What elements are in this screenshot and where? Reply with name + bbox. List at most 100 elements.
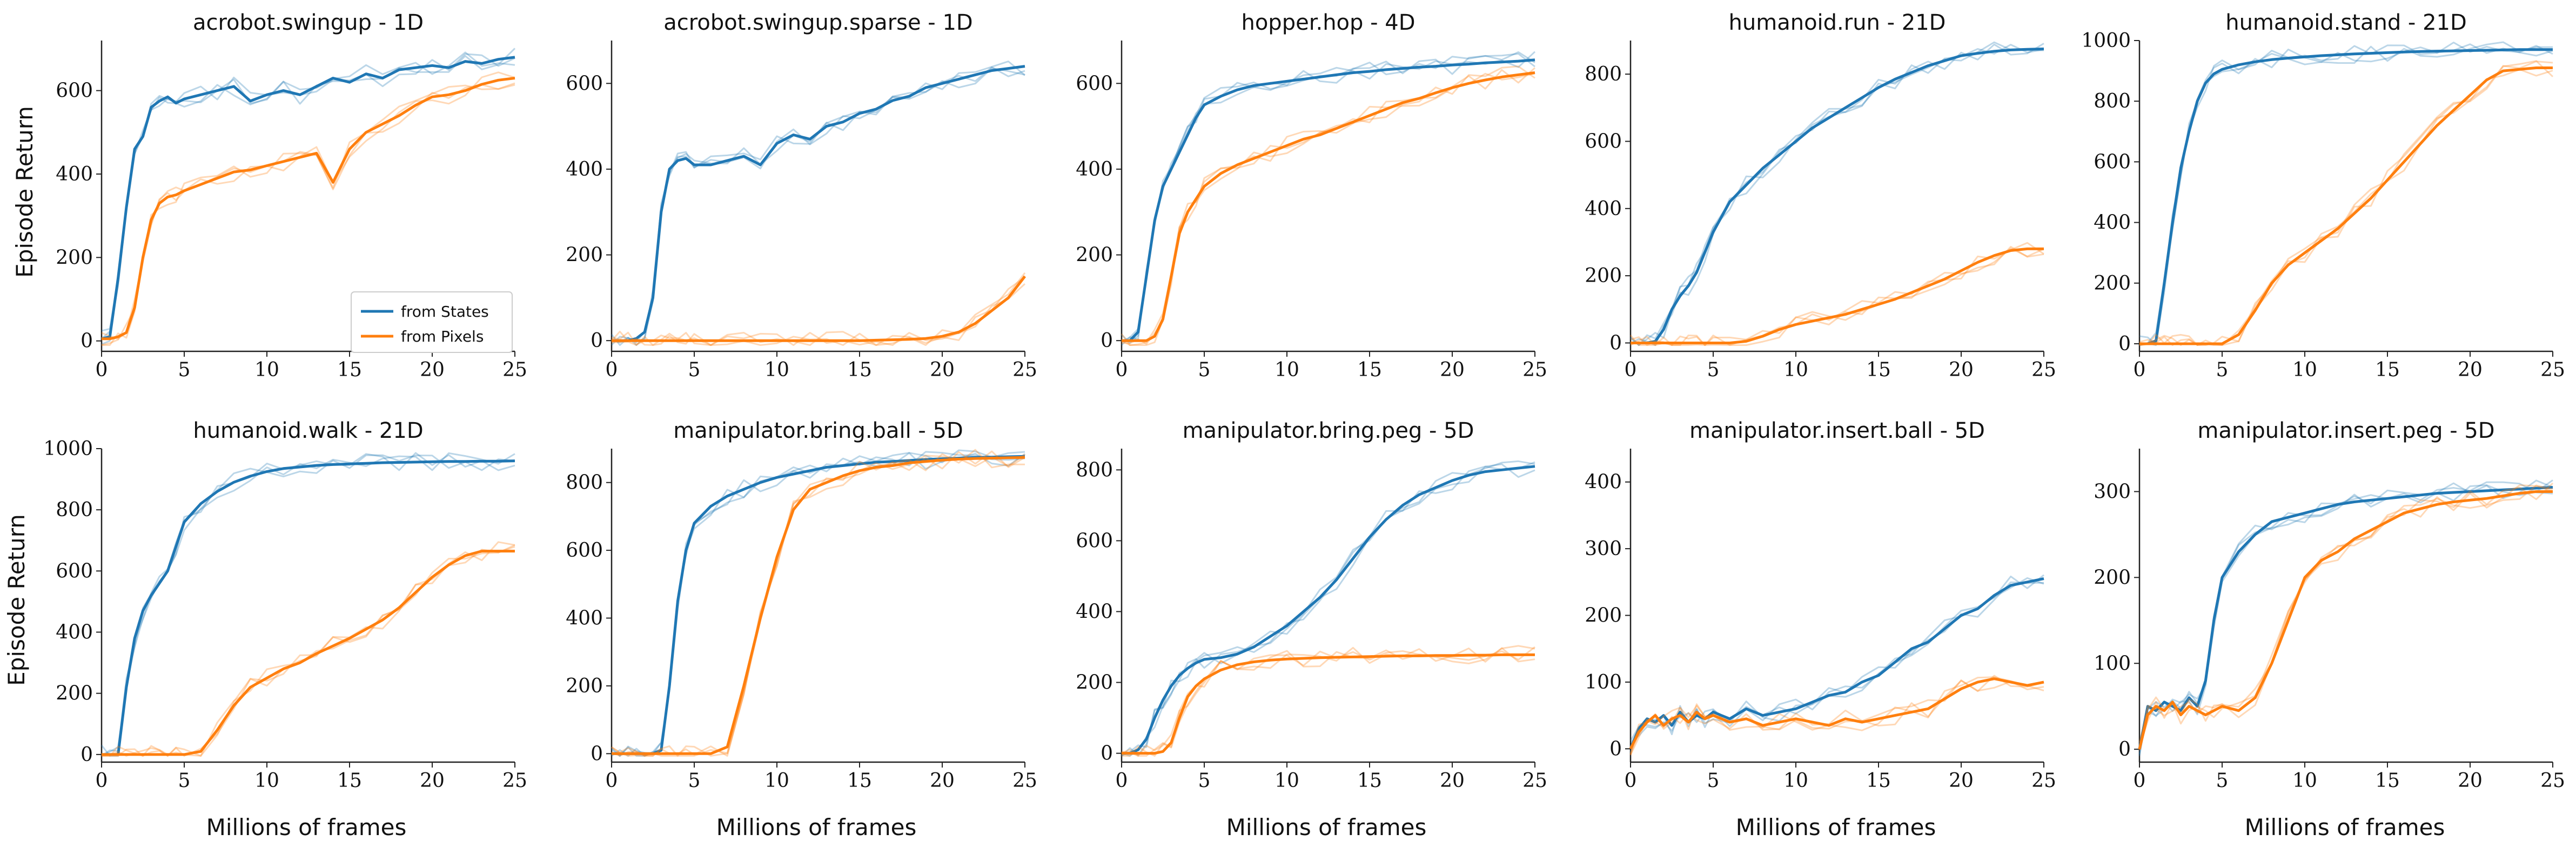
x-tick-label: 15 [1866, 770, 1891, 792]
y-tick-label: 0 [2118, 333, 2131, 355]
y-tick-label: 300 [2094, 481, 2131, 503]
seed-line-pixels [1121, 65, 1535, 346]
y-tick-label: 800 [56, 499, 93, 521]
x-tick-label: 15 [1866, 359, 1891, 381]
x-axis-label-col2: Millions of frames [716, 814, 917, 841]
x-tick-label: 0 [1625, 359, 1637, 381]
y-tick-label: 400 [56, 622, 93, 644]
panel-10: manipulator.insert.peg - 5D 0 5 10 15 20 25 0 10… [2094, 418, 2565, 792]
mean-line-states [101, 56, 515, 341]
y-tick-label: 800 [1076, 459, 1113, 481]
x-tick-label: 0 [96, 770, 108, 792]
x-axis-label-col4: Millions of frames [1736, 814, 1936, 841]
panels-group: acrobot.swingup - 1D0 5 10 15 20 250200400600… [43, 10, 2565, 792]
panel-title: acrobot.swingup - 1D [193, 10, 424, 35]
y-tick-label: 400 [566, 158, 603, 181]
seed-line-states [1629, 43, 2044, 346]
panel-1: acrobot.swingup - 1D 0 5 10 15 20 25 0 200 400 600 [56, 10, 527, 381]
seed-line-pixels [101, 545, 515, 757]
seed-line-states [2139, 41, 2553, 346]
x-tick-label: 15 [847, 359, 872, 381]
x-tick-label: 25 [2540, 359, 2565, 381]
y-tick-label: 200 [1076, 244, 1113, 266]
y-tick-label: 1000 [43, 438, 93, 460]
seed-line-pixels [1629, 675, 2044, 756]
seed-line-pixels [102, 541, 515, 757]
x-tick-label: 0 [2134, 770, 2146, 792]
y-tick-label: 400 [1076, 158, 1113, 181]
seed-line-pixels [1629, 676, 2044, 756]
seed-line-pixels [2138, 484, 2553, 751]
x-tick-label: 0 [606, 770, 618, 792]
x-tick-label: 10 [1783, 359, 1808, 381]
x-tick-label: 10 [1274, 770, 1299, 792]
seed-line-pixels [2139, 69, 2553, 346]
y-tick-label: 600 [1076, 72, 1113, 95]
y-tick-label: 0 [2118, 738, 2131, 761]
seed-line-states [1121, 51, 1536, 344]
y-tick-label: 0 [1101, 330, 1113, 352]
x-tick-label: 20 [420, 770, 445, 792]
y-tick-label: 400 [1076, 601, 1113, 623]
y-tick-label: 200 [566, 244, 603, 266]
x-tick-label: 10 [1783, 770, 1808, 792]
seed-line-pixels [2138, 484, 2553, 748]
y-tick-label: 0 [591, 330, 603, 352]
mean-line-states [2139, 48, 2553, 345]
seed-line-states [611, 67, 1025, 346]
seed-line-states [101, 452, 515, 757]
seed-line-pixels [1630, 245, 2044, 346]
seed-line-states [611, 451, 1025, 757]
seed-line-states [611, 61, 1025, 346]
y-tick-label: 600 [1076, 530, 1113, 552]
mean-line-pixels [612, 456, 1025, 755]
x-tick-label: 5 [2216, 770, 2229, 792]
y-tick-label: 800 [1585, 63, 1622, 85]
panel-title: acrobot.swingup.sparse - 1D [663, 10, 972, 35]
panel-title: manipulator.bring.ball - 5D [673, 418, 963, 443]
y-tick-label: 600 [566, 72, 603, 95]
seed-line-states [1121, 463, 1535, 757]
mean-line-pixels [102, 550, 515, 756]
y-tick-label: 0 [81, 330, 93, 352]
seed-line-states [1121, 460, 1535, 757]
x-tick-label: 15 [337, 359, 362, 381]
y-tick-label: 200 [56, 246, 93, 269]
x-tick-label: 5 [178, 359, 191, 381]
y-tick-label: 0 [1101, 743, 1113, 765]
x-tick-label: 5 [1707, 359, 1720, 381]
mean-line-states [2138, 486, 2553, 750]
legend-label-pixels: from Pixels [401, 328, 484, 345]
x-tick-label: 5 [688, 770, 701, 792]
x-tick-label: 10 [764, 359, 789, 381]
x-tick-label: 20 [930, 770, 955, 792]
x-tick-label: 20 [2458, 359, 2483, 381]
mean-line-states [1629, 577, 2044, 750]
x-tick-label: 15 [2375, 770, 2400, 792]
seed-line-pixels [1121, 67, 1536, 346]
seed-line-states [1121, 51, 1535, 343]
seed-line-pixels [1630, 242, 2044, 346]
panel-3: hopper.hop - 4D 0 5 10 15 20 25 0 200 400 600 [1076, 10, 1547, 381]
y-tick-label: 600 [2094, 151, 2131, 173]
panel-2: acrobot.swingup.sparse - 1D 0 5 10 15 20 25 0 20… [566, 10, 1037, 381]
x-axis-label-col1: Millions of frames [206, 814, 407, 841]
panel-title: humanoid.run - 21D [1729, 10, 1946, 35]
y-tick-label: 200 [1585, 605, 1622, 627]
seed-line-pixels [2138, 482, 2554, 743]
x-tick-label: 10 [764, 770, 789, 792]
x-tick-label: 5 [688, 359, 701, 381]
x-tick-label: 0 [1116, 359, 1128, 381]
x-tick-label: 15 [847, 770, 872, 792]
y-tick-label: 600 [56, 560, 93, 582]
seed-line-states [611, 449, 1025, 757]
y-tick-label: 400 [2094, 212, 2131, 234]
x-tick-label: 25 [2031, 359, 2056, 381]
x-axis-label-col5: Millions of frames [2245, 814, 2445, 841]
seed-line-states [1629, 574, 2044, 742]
mean-line-states [1122, 465, 1535, 755]
y-tick-label: 600 [1585, 130, 1622, 152]
y-tick-label: 1000 [2081, 30, 2131, 52]
x-tick-label: 25 [2540, 770, 2565, 792]
